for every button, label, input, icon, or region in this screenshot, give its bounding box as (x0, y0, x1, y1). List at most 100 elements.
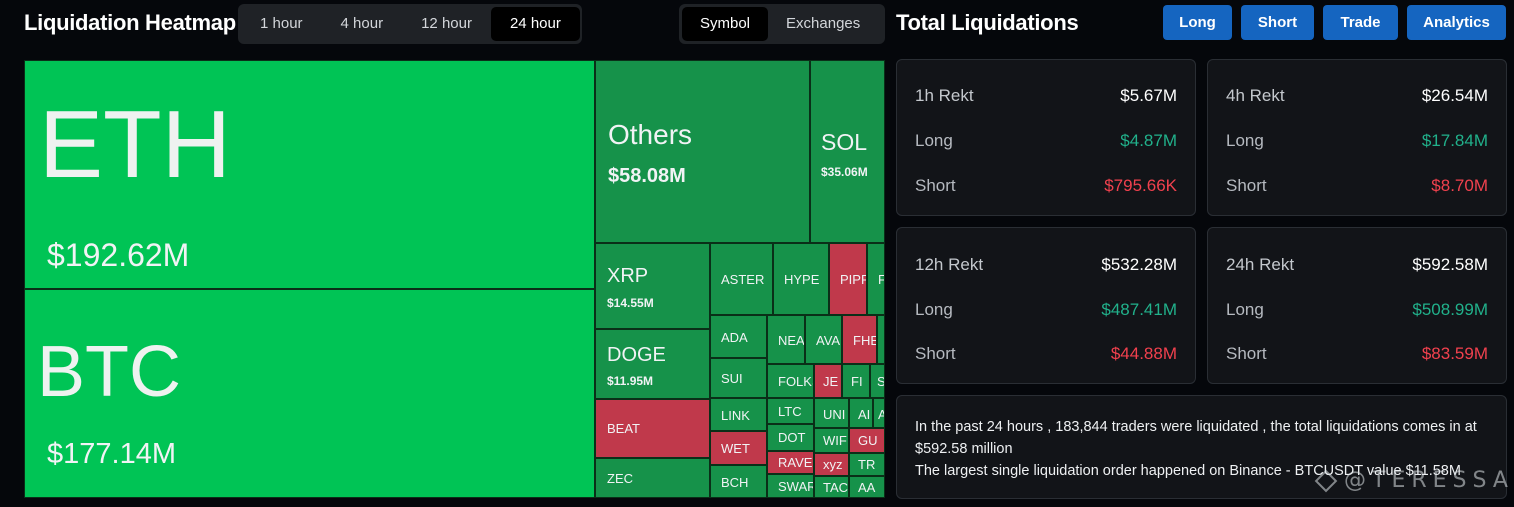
tile-symbol: AA (858, 480, 876, 495)
tile-symbol: A (878, 407, 884, 422)
tile-doge[interactable]: DOGE $11.95M (595, 329, 710, 399)
tile-sui[interactable]: SUI (710, 358, 767, 398)
tile-wif[interactable]: WIF (814, 428, 849, 453)
tile-swar[interactable]: SWAR (767, 474, 814, 498)
tile-symbol: SWAR (778, 479, 814, 494)
long-label: Long (915, 131, 953, 150)
tile-aster[interactable]: ASTER (710, 243, 773, 315)
tile-symbol: WET (721, 441, 750, 456)
card-period: 4h Rekt (1226, 86, 1285, 105)
tile-symbol: SUI (721, 371, 743, 386)
long-label: Long (1226, 131, 1264, 150)
short-label: Short (915, 344, 956, 363)
tile-symbol: S (877, 374, 885, 389)
view-option-exchanges[interactable]: Exchanges (786, 15, 861, 32)
heatmap-title: Liquidation Heatmap (24, 10, 236, 35)
tile-sol[interactable]: SOL $35.06M (810, 60, 885, 243)
card-period: 24h Rekt (1226, 255, 1295, 274)
tile-symbol: Others (608, 119, 693, 150)
card-4h-rekt: 4h Rekt $26.54M Long $17.84M Short $8.70M (1207, 59, 1507, 216)
tile-fhe[interactable]: FHE (842, 315, 877, 364)
tile-xrp[interactable]: XRP $14.55M (595, 243, 710, 329)
tile-value: $11.95M (607, 374, 654, 388)
tile-fi[interactable]: FI (842, 364, 870, 398)
watermark-text: @TERESSA (1344, 468, 1514, 493)
tile-symbol: DOT (778, 430, 806, 445)
tile-a[interactable]: A (873, 398, 885, 428)
tile-tac[interactable]: TAC (814, 476, 849, 498)
card-period: 12h Rekt (915, 255, 984, 274)
tile-others[interactable]: Others $58.08M (595, 60, 810, 243)
tile-zec[interactable]: ZEC (595, 458, 710, 498)
card-1h-rekt: 1h Rekt $5.67M Long $4.87M Short $795.66K (896, 59, 1196, 216)
tile-symbol: RAVE (778, 455, 813, 470)
tile-je[interactable]: JE (814, 364, 842, 398)
tile-f[interactable]: F (867, 243, 885, 315)
time-option-1h[interactable]: 1 hour (260, 15, 303, 32)
short-value: $8.70M (1431, 176, 1488, 195)
tile-symbol: LTC (778, 404, 802, 419)
card-12h-rekt: 12h Rekt $532.28M Long $487.41M Short $44.8… (896, 227, 1196, 384)
tile-symbol: ETH (39, 91, 231, 198)
tile-ava[interactable]: AVA (805, 315, 842, 364)
summary-line-2: The largest single liquidation order hap… (915, 463, 1461, 479)
short-button[interactable]: Short (1241, 5, 1314, 40)
tile-dot[interactable]: DOT (767, 424, 814, 451)
trade-button[interactable]: Trade (1323, 5, 1398, 40)
tile-symbol: BEAT (607, 421, 640, 436)
tile-symbol: FHE (853, 333, 877, 348)
long-value: $4.87M (1120, 131, 1177, 150)
tile-symbol: AVA (816, 333, 841, 348)
tile-eth[interactable]: ETH $192.62M (24, 60, 595, 289)
tile-xyz[interactable]: xyz (814, 453, 849, 476)
summary-line-1: In the past 24 hours , 183,844 traders w… (915, 419, 1477, 457)
tile-gu[interactable]: GU (849, 428, 885, 453)
tile-symbol: ZEC (607, 471, 633, 486)
time-option-12h[interactable]: 12 hour (421, 15, 472, 32)
tile-ai[interactable]: AI (849, 398, 873, 428)
tile-uni[interactable]: UNI (814, 398, 849, 428)
view-option-symbol[interactable]: Symbol (682, 7, 769, 41)
total-liquidations-title: Total Liquidations (896, 10, 1079, 35)
tile-s[interactable]: S (870, 364, 885, 398)
tile-symbol: WIF (823, 433, 847, 448)
tile-symbol: HYPE (784, 272, 820, 287)
tile-beat[interactable]: BEAT (595, 399, 710, 458)
tile-aa[interactable]: AA (849, 476, 885, 498)
tile-link[interactable]: LINK (710, 398, 767, 431)
time-option-24h[interactable]: 24 hour (490, 7, 580, 41)
liquidation-treemap: ETH $192.62M BTC $177.14M Others $58.08M… (24, 60, 885, 498)
tile-tr[interactable]: TR (849, 453, 885, 476)
tile-value: $177.14M (47, 438, 176, 470)
watermark: @TERESSA (1314, 468, 1514, 493)
tile-symbol: DOGE (607, 344, 666, 366)
short-label: Short (1226, 176, 1267, 195)
tile-rave[interactable]: RAVE (767, 451, 814, 474)
tile-symbol: F (878, 272, 884, 287)
tile-symbol: XRP (607, 265, 649, 287)
tile-unlabeled[interactable] (877, 315, 885, 364)
tile-pipp[interactable]: PIPP (829, 243, 867, 315)
tile-btc[interactable]: BTC $177.14M (24, 289, 595, 498)
liquidation-summary: In the past 24 hours , 183,844 traders w… (896, 395, 1507, 499)
long-button[interactable]: Long (1163, 5, 1232, 40)
card-period: 1h Rekt (915, 86, 974, 105)
analytics-button[interactable]: Analytics (1407, 5, 1506, 40)
tile-nea[interactable]: NEA (767, 315, 805, 364)
tile-folks[interactable]: FOLKS (767, 364, 814, 398)
tile-value: $58.08M (608, 165, 686, 187)
tile-symbol: NEA (778, 333, 805, 348)
tile-ada[interactable]: ADA (710, 315, 767, 358)
tile-symbol: JE (823, 374, 839, 389)
tile-bch[interactable]: BCH (710, 465, 767, 498)
tile-hype[interactable]: HYPE (773, 243, 829, 315)
tile-wet[interactable]: WET (710, 431, 767, 465)
tile-symbol: SOL (821, 129, 868, 155)
tile-ltc[interactable]: LTC (767, 398, 814, 424)
long-value: $508.99M (1412, 300, 1488, 319)
short-value: $83.59M (1421, 344, 1488, 363)
diamond-logo-icon (1314, 469, 1338, 492)
tile-symbol: TR (858, 457, 876, 472)
tile-symbol: ASTER (721, 272, 765, 287)
time-option-4h[interactable]: 4 hour (340, 15, 384, 32)
